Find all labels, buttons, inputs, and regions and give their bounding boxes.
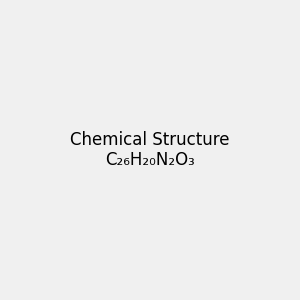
Text: Chemical Structure
C₂₆H₂₀N₂O₃: Chemical Structure C₂₆H₂₀N₂O₃ <box>70 130 230 170</box>
